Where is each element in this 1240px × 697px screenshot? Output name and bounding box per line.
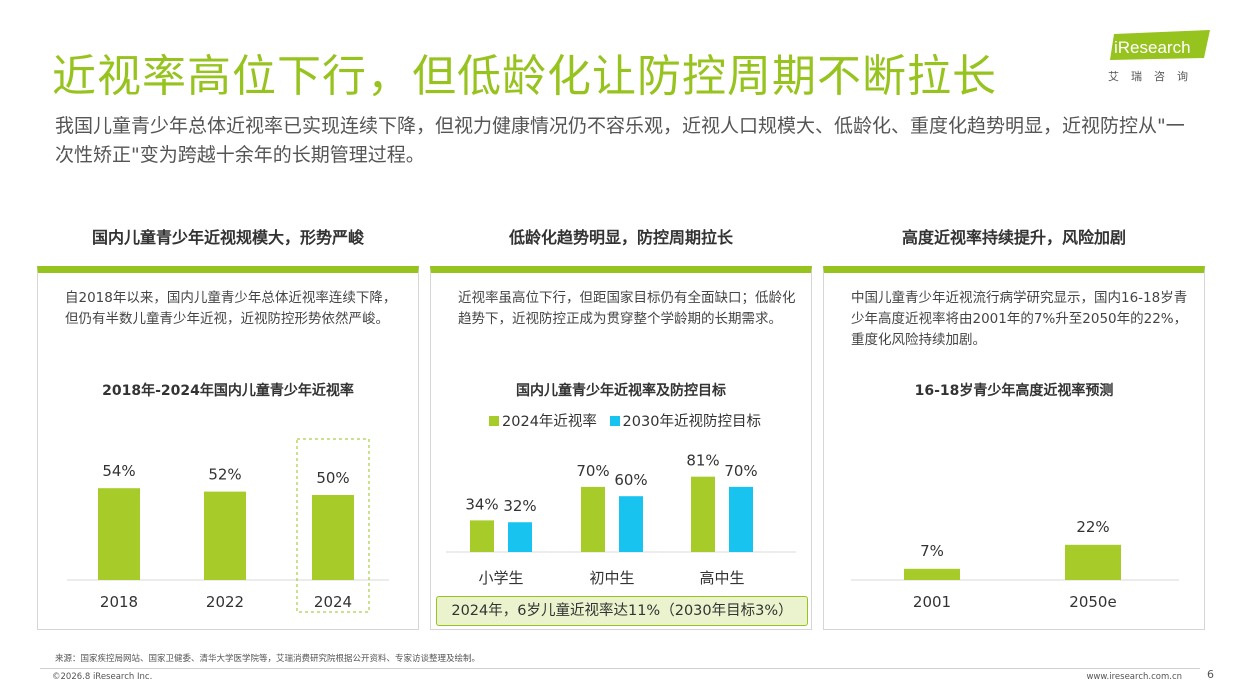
panel-description: 自2018年以来，国内儿童青少年总体近视率连续下降，但仍有半数儿童青少年近视，近… bbox=[65, 290, 397, 327]
data-label: 54% bbox=[102, 462, 135, 480]
bar-2001 bbox=[904, 568, 960, 580]
panel-heading: 低龄化趋势明显，防控周期拉长 bbox=[508, 228, 733, 247]
bar-小学生-actual bbox=[470, 520, 494, 552]
iresearch-logo: iResearch bbox=[1110, 30, 1210, 60]
panel-age-trend: 低龄化趋势明显，防控周期拉长 近视率虽高位下行，但距国家目标仍有全面缺口；低龄化… bbox=[430, 210, 812, 630]
x-tick-label: 2050e bbox=[1069, 593, 1116, 611]
x-tick-label: 小学生 bbox=[478, 569, 523, 587]
footer-divider bbox=[40, 668, 1200, 669]
data-label: 22% bbox=[1076, 518, 1109, 536]
logo-cn-text: 艾瑞咨询 bbox=[1108, 70, 1200, 83]
legend-swatch-blue bbox=[609, 416, 620, 426]
panel-box bbox=[37, 266, 419, 630]
page-number: 6 bbox=[1207, 668, 1214, 681]
chart-legend: 2024年近视率 2030年近视防控目标 bbox=[430, 410, 812, 431]
svg-text:iResearch: iResearch bbox=[1114, 38, 1191, 57]
bar-2018 bbox=[98, 488, 140, 580]
bar-高中生-target bbox=[729, 486, 753, 552]
page-subtitle: 我国儿童青少年总体近视率已实现连续下降，但视力健康情况仍不容乐观，近视人口规模大… bbox=[55, 115, 1185, 166]
chart-title: 16-18岁青少年高度近视率预测 bbox=[914, 383, 1114, 399]
data-label: 34% bbox=[465, 495, 498, 513]
x-tick-label: 2022 bbox=[206, 593, 244, 611]
legend-swatch-green bbox=[489, 416, 500, 426]
data-label: 7% bbox=[920, 542, 944, 560]
bar-2022 bbox=[204, 491, 246, 580]
bar-高中生-actual bbox=[691, 476, 715, 552]
chart-myopia-rate-2018-2024: 54% 2018 52% 2022 50% 2024 bbox=[67, 438, 389, 613]
highlight-frame bbox=[296, 438, 370, 613]
source-note: 来源：国家疾控局网站、国家卫健委、清华大学医学院等，艾瑞消费研究院根据公开资料、… bbox=[55, 654, 481, 664]
x-tick-label: 2001 bbox=[913, 593, 951, 611]
panel-box bbox=[823, 266, 1205, 630]
copyright: ©2026.8 iResearch Inc. bbox=[52, 672, 153, 682]
chart-high-myopia-forecast: 7% 2001 22% 2050e bbox=[851, 518, 1179, 611]
panel-description: 中国儿童青少年近视流行病学研究显示，国内16-18岁青少年高度近视率将由2001… bbox=[851, 290, 1188, 348]
panel-heading: 高度近视率持续提升，风险加剧 bbox=[901, 228, 1126, 247]
bar-2024 bbox=[312, 495, 354, 580]
panel-scale: 国内儿童青少年近视规模大，形势严峻 自2018年以来，国内儿童青少年总体近视率连… bbox=[37, 210, 419, 630]
data-label: 70% bbox=[724, 462, 757, 480]
callout-box: 2024年，6岁儿童近视率达11%（2030年目标3%） bbox=[436, 596, 808, 626]
chart-title: 2018年-2024年国内儿童青少年近视率 bbox=[102, 383, 354, 399]
website-link[interactable]: www.iresearch.com.cn bbox=[1086, 672, 1182, 682]
legend-label: 2030年近视防控目标 bbox=[622, 414, 761, 430]
x-tick-label: 2018 bbox=[100, 593, 138, 611]
panel-box bbox=[430, 266, 812, 630]
panel-heading: 国内儿童青少年近视规模大，形势严峻 bbox=[91, 228, 364, 247]
bar-初中生-target bbox=[619, 496, 643, 552]
bar-小学生-target bbox=[508, 522, 532, 552]
data-label: 81% bbox=[686, 452, 719, 470]
data-label: 60% bbox=[614, 471, 647, 489]
chart-myopia-rate-by-school-level: 34% 32% 小学生 70% 60% 初中生 81% 70% 高中生 bbox=[446, 452, 796, 587]
legend-label: 2024年近视率 bbox=[502, 414, 597, 430]
page-title: 近视率高位下行，但低龄化让防控周期不断拉长 bbox=[52, 51, 997, 102]
x-tick-label: 初中生 bbox=[589, 569, 634, 587]
data-label: 52% bbox=[208, 466, 241, 484]
data-label: 70% bbox=[576, 462, 609, 480]
chart-title: 国内儿童青少年近视率及防控目标 bbox=[516, 383, 726, 399]
x-tick-label: 高中生 bbox=[699, 569, 744, 587]
data-label: 32% bbox=[503, 497, 536, 515]
bar-初中生-actual bbox=[581, 486, 605, 552]
bar-2050e bbox=[1065, 544, 1121, 580]
panel-description: 近视率虽高位下行，但距国家目标仍有全面缺口；低龄化趋势下，近视防控正成为贯穿整个… bbox=[458, 290, 796, 327]
x-tick-label: 2024 bbox=[314, 593, 352, 611]
data-label: 50% bbox=[316, 469, 349, 487]
panel-high-myopia: 高度近视率持续提升，风险加剧 中国儿童青少年近视流行病学研究显示，国内16-18… bbox=[823, 210, 1205, 630]
